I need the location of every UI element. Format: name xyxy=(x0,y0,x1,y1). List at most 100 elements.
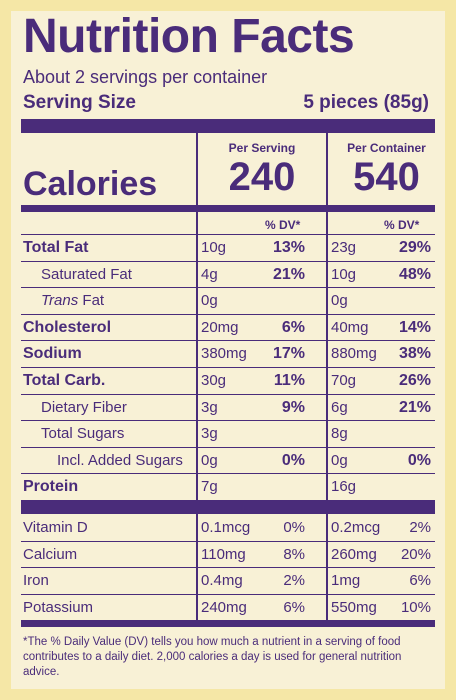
serving-amount: 3g xyxy=(201,398,218,416)
container-amount: 1mg xyxy=(331,572,361,589)
row-divider xyxy=(21,260,435,262)
row-divider xyxy=(21,393,435,395)
nutrient-name: Sodium xyxy=(23,345,82,363)
row-divider xyxy=(21,367,435,368)
table-row: Sodium 380mg 17% 880mg 38% xyxy=(21,340,435,367)
thick-divider-footnote xyxy=(21,620,435,627)
nutrient-name: Protein xyxy=(23,478,79,496)
nutrient-name: Cholesterol xyxy=(23,318,112,336)
nutrient-name: Vitamin D xyxy=(23,519,88,536)
serving-dv: 2% xyxy=(283,572,305,589)
nutrient-name: Calcium xyxy=(23,545,78,563)
row-divider xyxy=(21,593,435,595)
serving-amount: 20mg xyxy=(201,318,239,336)
serving-size-label: Serving Size xyxy=(23,92,136,113)
thick-divider-calories xyxy=(21,205,435,212)
container-dv: 6% xyxy=(409,572,431,589)
row-divider xyxy=(21,287,435,289)
serving-dv: 6% xyxy=(281,318,305,336)
table-row: Total Carb. 30g 11% 70g 26% xyxy=(21,367,435,394)
container-amount: 6g xyxy=(331,398,348,416)
nutrition-label: Nutrition Facts About 2 servings per con… xyxy=(11,10,445,689)
dv-header-container: % DV* xyxy=(384,218,420,232)
row-divider xyxy=(21,540,435,542)
serving-dv: 13% xyxy=(272,239,305,256)
row-divider xyxy=(21,340,435,342)
table-row: Cholesterol 20mg 6% 40mg 14% xyxy=(21,314,435,341)
nutrient-name: Saturated Fat xyxy=(41,265,132,283)
serving-amount: 0.4mg xyxy=(201,572,243,589)
column-divider-2 xyxy=(326,212,328,500)
servings-per-container: About 2 servings per container xyxy=(23,67,268,87)
container-dv: 2% xyxy=(409,519,431,536)
column-divider-cal-1 xyxy=(196,133,198,205)
serving-dv: 0% xyxy=(283,519,305,536)
container-dv: 26% xyxy=(398,372,431,389)
serving-dv: 9% xyxy=(281,398,305,416)
row-divider xyxy=(21,567,435,568)
nutrient-name: Dietary Fiber xyxy=(41,398,127,416)
container-amount: 0g xyxy=(331,451,348,469)
nutrient-name: Trans Fat xyxy=(41,292,105,310)
serving-dv: 6% xyxy=(283,598,305,616)
nutrient-name: Iron xyxy=(23,572,49,589)
nutrient-name: Total Fat xyxy=(23,239,89,256)
column-divider-1 xyxy=(196,212,198,500)
serving-amount: 110mg xyxy=(201,545,246,563)
container-dv: 38% xyxy=(398,345,431,363)
per-container-header: Per Container xyxy=(347,141,426,155)
serving-amount: 0g xyxy=(201,292,218,310)
nutrient-name: Total Carb. xyxy=(23,372,106,389)
per-serving-header: Per Serving xyxy=(228,141,296,155)
table-row: Dietary Fiber 3g 9% 6g 21% xyxy=(21,394,435,421)
serving-amount: 3g xyxy=(201,425,218,443)
thick-divider-vitamins xyxy=(21,500,435,514)
thick-divider-top xyxy=(21,119,435,133)
row-divider xyxy=(21,473,435,475)
container-dv: 48% xyxy=(398,265,431,283)
container-amount: 23g xyxy=(331,239,357,256)
label-title: Nutrition Facts xyxy=(23,10,355,63)
serving-amount: 0.1mcg xyxy=(201,519,251,536)
row-divider xyxy=(21,234,435,235)
column-divider-cal-2 xyxy=(326,133,328,205)
nutrient-name: Potassium xyxy=(23,598,94,616)
container-dv: 29% xyxy=(398,239,431,256)
table-row: Protein 7g 16g xyxy=(21,473,435,500)
container-amount: 70g xyxy=(331,372,357,389)
container-amount: 16g xyxy=(331,478,357,496)
serving-amount: 30g xyxy=(201,372,227,389)
serving-dv: 0% xyxy=(281,451,305,469)
row-divider xyxy=(21,420,435,422)
dv-header-serving: % DV* xyxy=(265,218,301,232)
footnote: *The % Daily Value (DV) tells you how mu… xyxy=(23,636,402,678)
table-row: Total Fat 10g 13% 23g 29% xyxy=(21,234,435,261)
serving-amount: 7g xyxy=(201,478,218,496)
serving-dv: 21% xyxy=(272,265,305,283)
nutrient-name: Total Sugars xyxy=(41,425,125,443)
serving-amount: 10g xyxy=(201,239,227,256)
container-dv: 21% xyxy=(398,398,431,416)
row-divider xyxy=(21,313,435,315)
container-dv: 14% xyxy=(398,318,431,336)
calories-label: Calories xyxy=(23,165,158,203)
nutrient-name: Incl. Added Sugars xyxy=(57,451,183,469)
serving-amount: 0g xyxy=(201,451,218,469)
serving-amount: 4g xyxy=(201,265,218,283)
table-row: Trans Fat 0g 0g xyxy=(21,287,435,314)
container-dv: 20% xyxy=(400,545,431,563)
calories-per-serving: 240 xyxy=(228,155,296,199)
container-amount: 40mg xyxy=(331,318,369,336)
row-divider xyxy=(21,446,435,448)
container-amount: 260mg xyxy=(331,545,377,563)
container-amount: 8g xyxy=(331,425,348,443)
container-amount: 0g xyxy=(331,292,348,310)
serving-dv: 8% xyxy=(283,545,305,563)
table-row: Saturated Fat 4g 21% 10g 48% xyxy=(21,261,435,288)
container-dv: 0% xyxy=(407,451,431,469)
table-row: Potassium 240mg 6% 550mg 10% xyxy=(21,594,435,621)
table-row: Vitamin D 0.1mcg 0% 0.2mcg 2% xyxy=(21,514,435,541)
container-amount: 880mg xyxy=(331,345,377,363)
table-row: Iron 0.4mg 2% 1mg 6% xyxy=(21,567,435,594)
serving-dv: 17% xyxy=(272,345,305,363)
